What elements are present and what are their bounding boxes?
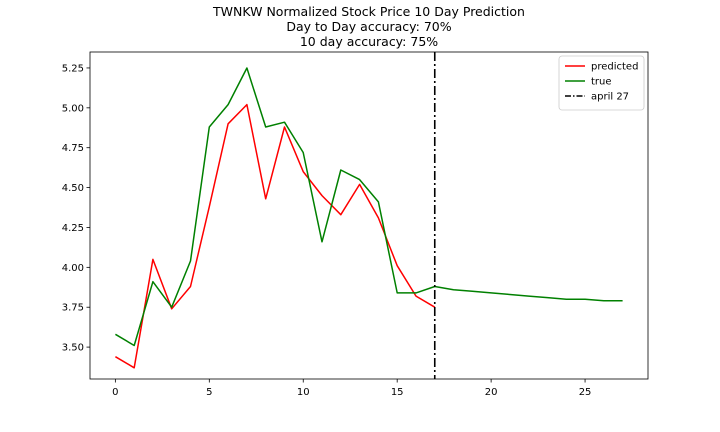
legend: predicted true april 27 — [558, 55, 645, 111]
series-layer — [115, 52, 623, 379]
x-tick-label: 20 — [485, 387, 498, 398]
series-line-true — [115, 67, 623, 347]
x-tick-label: 25 — [579, 387, 592, 398]
x-tick-label: 10 — [297, 387, 310, 398]
y-tick-label: 4.75 — [62, 143, 84, 154]
legend-label-predicted: predicted — [591, 62, 638, 73]
chart-subtitle-line-1: Day to Day accuracy: 70% — [286, 19, 451, 34]
axes-layer: 0 5 10 15 20 25 3.50 3.75 4.00 4.25 4.50 4.75 5.00 5.… — [62, 51, 649, 398]
chart-title: TWNKW Normalized Stock Price 10 Day Pred… — [212, 4, 525, 19]
y-tick-label: 3.50 — [62, 343, 84, 354]
x-tick-label: 15 — [391, 387, 404, 398]
y-tick-label: 4.50 — [62, 183, 84, 194]
y-tick-label: 5.00 — [62, 103, 84, 114]
plot-frame — [89, 51, 649, 380]
chart-title-group: TWNKW Normalized Stock Price 10 Day Pred… — [212, 4, 525, 49]
x-tick-label: 5 — [206, 387, 212, 398]
y-tick-label: 4.00 — [62, 263, 84, 274]
x-tick-label: 0 — [112, 387, 118, 398]
legend-label-april-27: april 27 — [591, 92, 629, 103]
y-tick-label: 3.75 — [62, 303, 84, 314]
chart-subtitle-line-2: 10 day accuracy: 75% — [300, 34, 438, 49]
y-tick-label: 5.25 — [62, 63, 84, 74]
series-line-predicted — [115, 103, 436, 369]
legend-label-true: true — [591, 77, 612, 88]
y-tick-label: 4.25 — [62, 223, 84, 234]
